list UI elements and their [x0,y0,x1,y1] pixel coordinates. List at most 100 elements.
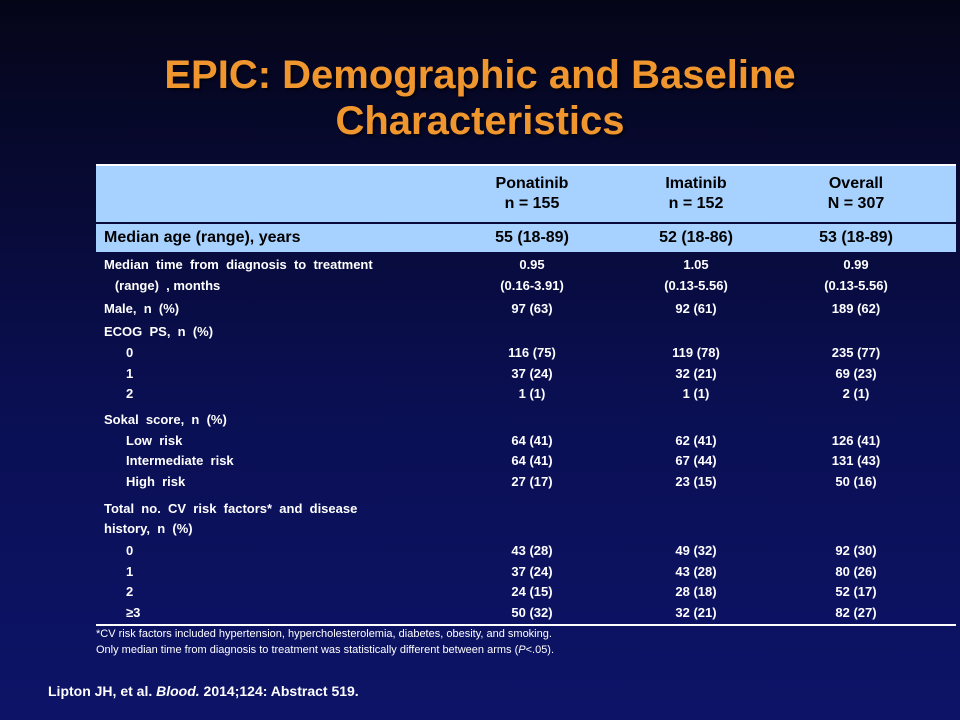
footnote-line-2-end: <.05). [525,644,555,656]
table-row: Median time from diagnosis to treatment 0… [96,256,956,274]
cell-imatinib: (0.13-5.56) [664,278,728,293]
cell-overall: 189 (62) [831,301,881,316]
cell-ponatinib: 1 (1) [518,386,546,401]
cell-ponatinib: 50 (32) [511,605,553,620]
table-row: Male, n (%) 97 (63) 92 (61) 189 (62) [96,300,956,318]
citation-details: 2014;124: Abstract 519. [199,683,359,699]
row-label: history, n (%) [104,521,193,536]
cell-overall: 2 (1) [842,386,870,401]
footnote-line-2: Only median time from diagnosis to treat… [96,642,554,658]
header-overall-n: N = 307 [827,195,885,212]
cell-imatinib: 43 (28) [675,564,717,579]
cell-overall: 92 (30) [835,543,877,558]
cell-overall: 69 (23) [835,366,877,381]
cell-ponatinib: 37 (24) [511,366,553,381]
row-label: 0 [126,345,134,360]
cell-overall: 52 (17) [835,584,877,599]
cell-ponatinib: 97 (63) [511,301,553,316]
row-label: 1 [126,564,134,579]
header-imatinib: Imatinib n = 152 [616,174,776,214]
table-row: 0 116 (75) 119 (78) 235 (77) [96,344,956,362]
header-imatinib-name: Imatinib [665,175,727,192]
table-row: 1 37 (24) 43 (28) 80 (26) [96,563,956,581]
cell-ponatinib: 64 (41) [511,453,553,468]
table-body: Median time from diagnosis to treatment 0… [96,252,956,626]
cell-overall: 80 (26) [835,564,877,579]
table-row: Sokal score, n (%) [96,411,956,429]
row-label: ECOG PS, n (%) [104,324,214,339]
cell-overall: 50 (16) [835,474,877,489]
table-row: ECOG PS, n (%) [96,323,956,341]
table-row: history, n (%) [96,520,956,538]
table-row: High risk 27 (17) 23 (15) 50 (16) [96,473,956,491]
table-row: 1 37 (24) 32 (21) 69 (23) [96,365,956,383]
row-label: Median time from diagnosis to treatment [104,257,373,272]
row-label: Intermediate risk [126,453,234,468]
header-overall: Overall N = 307 [776,174,936,214]
row-label: High risk [126,474,186,489]
row-label: Total no. CV risk factors* and disease [104,501,358,516]
header-ponatinib-name: Ponatinib [495,175,569,192]
cell-ponatinib: (0.16-3.91) [500,278,564,293]
cell-ponatinib: 27 (17) [511,474,553,489]
row-label: 1 [126,366,134,381]
header-imatinib-n: n = 152 [668,195,724,212]
citation-authors: Lipton JH, et al. [48,683,157,699]
cell-ponatinib: 37 (24) [511,564,553,579]
cell-imatinib: 119 (78) [672,345,720,360]
table-row: (range) , months (0.16-3.91) (0.13-5.56) (0… [96,277,956,295]
cell-ponatinib: 0.95 [519,257,545,272]
median-age-overall: 53 (18-89) [819,229,893,246]
table-header: Ponatinib n = 155 Imatinib n = 152 Overa… [96,164,956,222]
row-label: 2 [126,584,134,599]
cell-imatinib: 62 (41) [675,433,717,448]
table-row: 2 1 (1) 1 (1) 2 (1) [96,385,956,403]
citation-journal: Blood. [156,683,200,699]
row-label: Male, n (%) [104,301,180,316]
header-ponatinib-n: n = 155 [504,195,560,212]
cell-overall: 131 (43) [831,453,881,468]
table-row: ≥3 50 (32) 32 (21) 82 (27) [96,604,956,622]
characteristics-table: Ponatinib n = 155 Imatinib n = 152 Overa… [96,164,956,626]
table-row: 2 24 (15) 28 (18) 52 (17) [96,583,956,601]
footnote-p-symbol: P [518,644,526,656]
slide-title: EPIC: Demographic and Baseline Character… [0,52,960,144]
table-row: Low risk 64 (41) 62 (41) 126 (41) [96,432,956,450]
cell-imatinib: 49 (32) [675,543,717,558]
cell-imatinib: 32 (21) [675,366,717,381]
median-age-ponatinib: 55 (18-89) [495,229,569,246]
citation: Lipton JH, et al. Blood. 2014;124: Abstr… [48,683,359,699]
cell-imatinib: 92 (61) [675,301,717,316]
title-line-2: Characteristics [335,99,625,143]
footnote-line-1: *CV risk factors included hypertension, … [96,628,552,640]
header-overall-name: Overall [828,175,884,192]
title-line-1: EPIC: Demographic and Baseline [164,53,796,97]
footnote-line-2-text: Only median time from diagnosis to treat… [96,644,519,656]
footnote: *CV risk factors included hypertension, … [96,626,554,658]
row-label: Low risk [126,433,183,448]
row-label: 0 [126,543,134,558]
table-row: Total no. CV risk factors* and disease [96,500,956,518]
cell-ponatinib: 64 (41) [511,433,553,448]
median-age-row: Median age (range), years 55 (18-89) 52 … [96,224,956,252]
row-label: (range) , months [104,278,221,293]
cell-ponatinib: 116 (75) [508,345,556,360]
table-row: Intermediate risk 64 (41) 67 (44) 131 (43) [96,452,956,470]
row-label: ≥3 [126,605,141,620]
median-age-imatinib: 52 (18-86) [659,229,733,246]
cell-ponatinib: 24 (15) [511,584,553,599]
cell-overall: 235 (77) [831,345,881,360]
cell-overall: 0.99 [843,257,869,272]
row-label: Sokal score, n (%) [104,412,227,427]
cell-ponatinib: 43 (28) [511,543,553,558]
median-age-label: Median age (range), years [104,229,301,246]
cell-imatinib: 32 (21) [675,605,717,620]
header-ponatinib: Ponatinib n = 155 [452,174,612,214]
cell-imatinib: 28 (18) [675,584,717,599]
table-row: 0 43 (28) 49 (32) 92 (30) [96,542,956,560]
cell-imatinib: 1.05 [683,257,709,272]
row-label: 2 [126,386,134,401]
cell-imatinib: 23 (15) [675,474,717,489]
cell-overall: 82 (27) [835,605,877,620]
cell-overall: 126 (41) [831,433,881,448]
